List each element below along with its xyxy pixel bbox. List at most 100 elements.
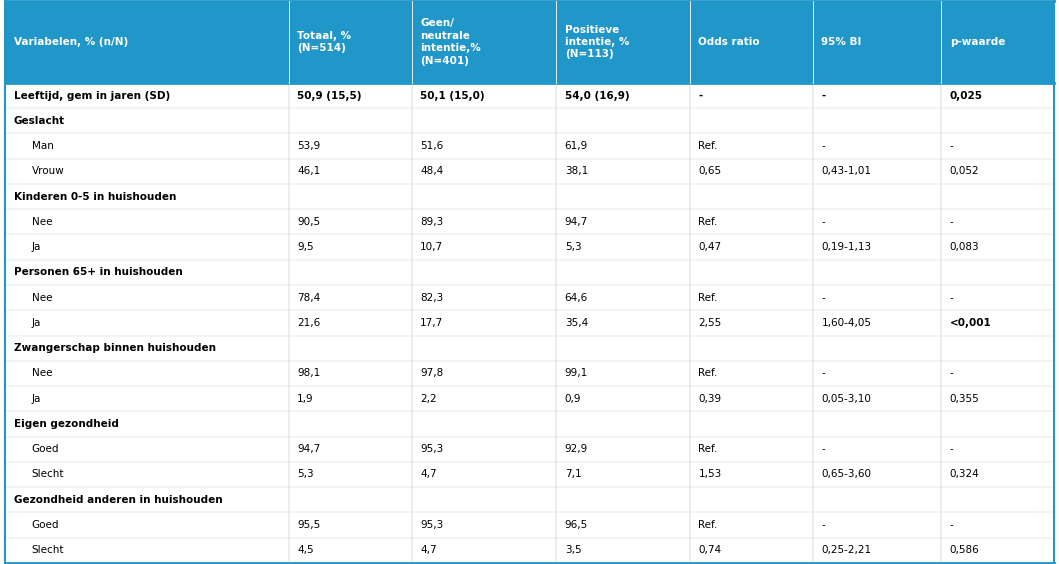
- Bar: [5, 437, 1054, 462]
- Bar: [5, 310, 1054, 336]
- Text: 50,1 (15,0): 50,1 (15,0): [420, 91, 485, 100]
- Text: 95,3: 95,3: [420, 444, 444, 454]
- Bar: [5, 411, 1054, 437]
- Text: -: -: [822, 368, 825, 378]
- Text: Leeftijd, gem in jaren (SD): Leeftijd, gem in jaren (SD): [14, 91, 170, 100]
- Text: 21,6: 21,6: [298, 318, 321, 328]
- Text: 46,1: 46,1: [298, 166, 321, 177]
- Text: 0,9: 0,9: [564, 394, 581, 404]
- Bar: [412, 1, 556, 83]
- Text: 1,60-4,05: 1,60-4,05: [822, 318, 872, 328]
- Text: 0,355: 0,355: [950, 394, 980, 404]
- Text: 5,3: 5,3: [298, 469, 313, 479]
- Text: Zwangerschap binnen huishouden: Zwangerschap binnen huishouden: [14, 343, 216, 353]
- Text: Geen/
neutrale
intentie,%
(N=401): Geen/ neutrale intentie,% (N=401): [420, 19, 481, 65]
- Text: Slecht: Slecht: [32, 469, 65, 479]
- Text: 0,052: 0,052: [950, 166, 980, 177]
- Text: 7,1: 7,1: [564, 469, 581, 479]
- Bar: [5, 260, 1054, 285]
- Text: <0,001: <0,001: [950, 318, 991, 328]
- Text: -: -: [950, 520, 953, 530]
- Text: -: -: [950, 217, 953, 227]
- Text: Gezondheid anderen in huishouden: Gezondheid anderen in huishouden: [14, 495, 222, 505]
- Text: 1,53: 1,53: [699, 469, 721, 479]
- Bar: [556, 1, 690, 83]
- Text: 98,1: 98,1: [298, 368, 321, 378]
- Text: 5,3: 5,3: [564, 242, 581, 252]
- Text: -: -: [822, 141, 825, 151]
- Text: Nee: Nee: [32, 293, 52, 303]
- Bar: [941, 1, 1054, 83]
- Bar: [5, 108, 1054, 134]
- Text: Geslacht: Geslacht: [14, 116, 65, 126]
- Text: -: -: [822, 293, 825, 303]
- Text: 10,7: 10,7: [420, 242, 444, 252]
- Text: Ref.: Ref.: [699, 217, 718, 227]
- Text: -: -: [950, 293, 953, 303]
- Text: Goed: Goed: [32, 444, 59, 454]
- Bar: [5, 209, 1054, 235]
- Text: 0,43-1,01: 0,43-1,01: [822, 166, 872, 177]
- Text: Ja: Ja: [32, 318, 41, 328]
- Text: 1,9: 1,9: [298, 394, 313, 404]
- Text: 2,2: 2,2: [420, 394, 437, 404]
- Text: 0,324: 0,324: [950, 469, 980, 479]
- Text: 82,3: 82,3: [420, 293, 444, 303]
- Text: 89,3: 89,3: [420, 217, 444, 227]
- Text: 0,65: 0,65: [699, 166, 721, 177]
- Text: Positieve
intentie, %
(N=113): Positieve intentie, % (N=113): [564, 25, 629, 59]
- Text: 3,5: 3,5: [564, 545, 581, 555]
- Bar: [5, 184, 1054, 209]
- Text: Man: Man: [32, 141, 54, 151]
- Text: 64,6: 64,6: [564, 293, 588, 303]
- Text: 0,083: 0,083: [950, 242, 980, 252]
- Text: Ref.: Ref.: [699, 368, 718, 378]
- Text: Ref.: Ref.: [699, 141, 718, 151]
- Text: 38,1: 38,1: [564, 166, 588, 177]
- Text: 94,7: 94,7: [564, 217, 588, 227]
- Text: 48,4: 48,4: [420, 166, 444, 177]
- Text: Totaal, %
(N=514): Totaal, % (N=514): [298, 31, 352, 53]
- Text: Ref.: Ref.: [699, 444, 718, 454]
- Text: Ja: Ja: [32, 242, 41, 252]
- Text: -: -: [950, 444, 953, 454]
- Text: 97,8: 97,8: [420, 368, 444, 378]
- Bar: [813, 1, 941, 83]
- Text: p-waarde: p-waarde: [950, 37, 1005, 47]
- Bar: [5, 1, 289, 83]
- Text: Vrouw: Vrouw: [32, 166, 65, 177]
- Text: Personen 65+ in huishouden: Personen 65+ in huishouden: [14, 267, 182, 277]
- Text: -: -: [699, 91, 703, 100]
- Text: 0,025: 0,025: [950, 91, 983, 100]
- Text: -: -: [822, 520, 825, 530]
- Text: 99,1: 99,1: [564, 368, 588, 378]
- Text: 0,74: 0,74: [699, 545, 721, 555]
- Text: Eigen gezondheid: Eigen gezondheid: [14, 419, 119, 429]
- Text: Variabelen, % (n/N): Variabelen, % (n/N): [14, 37, 128, 47]
- Bar: [5, 134, 1054, 158]
- Text: 0,39: 0,39: [699, 394, 721, 404]
- Text: Goed: Goed: [32, 520, 59, 530]
- Text: 95% BI: 95% BI: [822, 37, 862, 47]
- Text: -: -: [822, 217, 825, 227]
- Text: 96,5: 96,5: [564, 520, 588, 530]
- Text: -: -: [950, 368, 953, 378]
- Text: 90,5: 90,5: [298, 217, 321, 227]
- Text: 0,47: 0,47: [699, 242, 721, 252]
- Text: Ref.: Ref.: [699, 520, 718, 530]
- Text: 0,586: 0,586: [950, 545, 980, 555]
- Text: 78,4: 78,4: [298, 293, 321, 303]
- Text: 0,19-1,13: 0,19-1,13: [822, 242, 872, 252]
- Text: 2,55: 2,55: [699, 318, 721, 328]
- Text: 54,0 (16,9): 54,0 (16,9): [564, 91, 629, 100]
- Bar: [5, 83, 1054, 108]
- Text: Nee: Nee: [32, 368, 52, 378]
- Text: 51,6: 51,6: [420, 141, 444, 151]
- Text: 4,7: 4,7: [420, 469, 437, 479]
- Bar: [289, 1, 412, 83]
- Bar: [5, 336, 1054, 361]
- Text: 35,4: 35,4: [564, 318, 588, 328]
- Bar: [5, 512, 1054, 537]
- Text: 0,05-3,10: 0,05-3,10: [822, 394, 872, 404]
- Bar: [5, 487, 1054, 512]
